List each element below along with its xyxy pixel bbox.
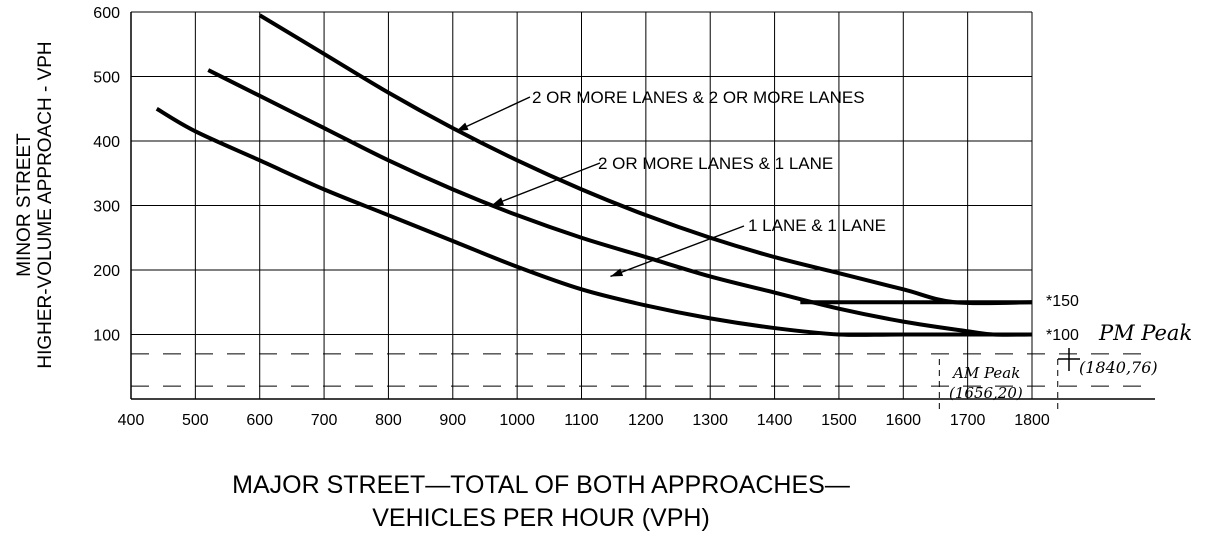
y-tick-label-500: 500 [93,70,120,87]
x-tick-label-800: 800 [375,412,402,429]
series-curve-1 [207,68,1033,337]
x-tick-label-1300: 1300 [692,412,728,429]
y-tick-label-600: 600 [93,5,120,22]
x-tick-label-400: 400 [118,412,145,429]
x-tick-label-1100: 1100 [564,412,599,429]
label-100: *100 [1046,327,1079,344]
y-tick-label-400: 400 [93,134,120,151]
axes [130,12,1155,400]
grid [131,11,1033,399]
x-tick-label-600: 600 [246,412,273,429]
x-tick-label-1800: 1800 [1014,412,1050,429]
x-tick-label-1000: 1000 [499,412,535,429]
x-tick-label-1400: 1400 [757,412,793,429]
x-tick-label-1700: 1700 [950,412,986,429]
y-tick-label-100: 100 [93,328,120,345]
pm-peak-plus-marker [1058,348,1080,371]
y-axis-title-line2: HIGHER-VOLUME APPROACH - VPH [35,41,56,368]
x-axis-title-line1: MAJOR STREET—TOTAL OF BOTH APPROACHES— [232,471,850,499]
x-tick-label-500: 500 [182,412,209,429]
label-150: *150 [1046,293,1079,310]
curve-label-2-2: 2 OR MORE LANES & 2 OR MORE LANES [532,88,865,107]
y-axis-title-line1: MINOR STREET [14,133,35,277]
label-arrowhead-0 [456,122,469,132]
series-curve-0 [258,13,1033,306]
x-tick-label-1200: 1200 [628,412,664,429]
y-tick-label-300: 300 [93,199,120,216]
dashed-reference-lines [131,353,1155,409]
y-tick-label-200: 200 [93,263,120,280]
pm-peak-label: PM Peak [1098,321,1192,345]
label-arrows [455,96,745,278]
series-curves [155,13,1033,337]
label-arrow-1 [491,162,601,207]
x-tick-label-700: 700 [311,412,338,429]
label-arrowhead-2 [610,268,624,277]
x-axis-title-line2: VEHICLES PER HOUR (VPH) [372,504,710,532]
curve-label-1-1: 1 LANE & 1 LANE [748,216,886,235]
curve-label-2-1: 2 OR MORE LANES & 1 LANE [598,154,833,173]
x-tick-label-1500: 1500 [821,412,857,429]
x-tick-label-900: 900 [439,412,466,429]
y-tick-labels: 100 200 300 400 500 600 [93,5,120,345]
am-peak-label: AM Peak [951,364,1020,382]
label-arrow-2 [610,225,745,278]
pm-peak-coords: (1840,76) [1079,358,1158,377]
x-tick-labels: 400 500 600 700 800 900 1000 1100 1200 1300 1400 15… [118,412,1050,429]
x-tick-label-1600: 1600 [885,412,921,429]
label-arrowhead-1 [491,197,505,206]
label-arrow-0 [455,96,531,132]
am-peak-coords: (1656,20) [949,384,1023,402]
